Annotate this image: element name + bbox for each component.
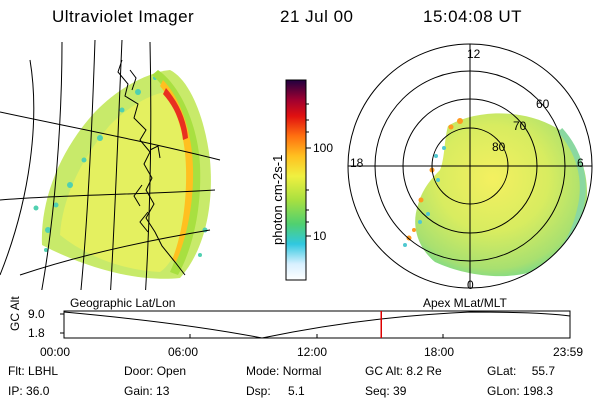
- dsp-value: 5.1: [288, 384, 305, 398]
- timeline-xtick-0000: 00:00: [40, 345, 71, 359]
- mlat-label-80: 80: [492, 140, 506, 154]
- filter-label: Flt:: [8, 364, 25, 378]
- aurora-edge-noise: [33, 76, 208, 257]
- gain-label: Gain:: [124, 384, 153, 398]
- mlt-label-18: 18: [350, 156, 364, 170]
- polar-map: [347, 43, 593, 289]
- ip-label: IP:: [8, 384, 23, 398]
- ip-status: IP: 36.0: [8, 384, 49, 398]
- auroral-arc-outer: [152, 70, 201, 275]
- door-status: Door: Open: [124, 364, 186, 378]
- mode-label: Mode:: [246, 364, 280, 378]
- date-readout: 21 Jul 00: [280, 7, 354, 26]
- glon-value: 198.3: [523, 384, 554, 398]
- aurora-image-inner: [60, 92, 190, 272]
- timeline-ytick-1-8: 1.8: [28, 326, 45, 340]
- apex-caption: Apex MLat/MLT: [423, 296, 507, 310]
- timeline-axis-label: GC Alt: [8, 296, 22, 331]
- mode-value: Normal: [282, 364, 322, 378]
- mode-status: Mode: Normal: [246, 364, 321, 378]
- filter-value: LBHL: [28, 364, 59, 378]
- glon-label: GLon:: [487, 384, 520, 398]
- glon-status: GLon: 198.3: [487, 384, 553, 398]
- glat-label: GLat:: [487, 364, 517, 378]
- polar-crosshair: [348, 44, 592, 288]
- gcalt-status: GC Alt: 8.2 Re: [365, 364, 442, 378]
- app-title: Ultraviolet Imager: [52, 7, 195, 26]
- altitude-timeline: [60, 310, 571, 339]
- glat-status: GLat: 55.7: [487, 364, 555, 378]
- timeline-frame: [63, 310, 571, 339]
- gcalt-value: 8.2 Re: [406, 364, 442, 378]
- coastline: [117, 59, 186, 276]
- mlat-label-70: 70: [513, 119, 527, 133]
- timeline-xtick-0600: 06:00: [168, 345, 199, 359]
- door-label: Door:: [124, 364, 154, 378]
- gcalt-label: GC Alt:: [365, 364, 404, 378]
- seq-value: 39: [393, 384, 407, 398]
- glat-value: 55.7: [531, 364, 556, 378]
- timeline-ytick-9: 9.0: [28, 307, 45, 321]
- colorbar-tick-10: 10: [313, 229, 327, 243]
- dsp-status: Dsp: 5.1: [246, 384, 305, 398]
- seq-label: Seq:: [365, 384, 390, 398]
- colorbar-tick-100: 100: [313, 141, 334, 155]
- mlt-label-6: 6: [577, 156, 584, 170]
- geographic-map: [0, 40, 221, 290]
- seq-status: Seq: 39: [365, 384, 406, 398]
- colorbar-ticks: [306, 103, 311, 237]
- timeline-xtick-1200: 12:00: [297, 345, 328, 359]
- mlt-label-12: 12: [467, 47, 481, 61]
- polar-edge-noise: [403, 146, 446, 247]
- geo-grid: [0, 40, 221, 290]
- colorbar-label: photon cm-2s-1: [270, 154, 285, 245]
- timeline-xtick-1800: 18:00: [424, 345, 455, 359]
- gain-status: Gain: 13: [124, 384, 169, 398]
- altitude-curve: [63, 311, 571, 339]
- auroral-arc-peak: [163, 88, 188, 140]
- time-readout: 15:04:08 UT: [423, 7, 523, 26]
- door-value: Open: [156, 364, 187, 378]
- timeline-xticks: [189, 334, 444, 338]
- mlt-label-0: 0: [467, 278, 474, 292]
- dsp-label: Dsp:: [246, 384, 271, 398]
- polar-aurora-image: [415, 113, 588, 277]
- filter-status: Flt: LBHL: [8, 364, 58, 378]
- timeline-yticks: [60, 313, 64, 334]
- mlat-label-60: 60: [536, 97, 550, 111]
- gain-value: 13: [156, 384, 170, 398]
- colorbar: [285, 79, 307, 281]
- timeline-xtick-2359: 23:59: [553, 345, 584, 359]
- ip-value: 36.0: [26, 384, 50, 398]
- geographic-caption: Geographic Lat/Lon: [70, 296, 176, 310]
